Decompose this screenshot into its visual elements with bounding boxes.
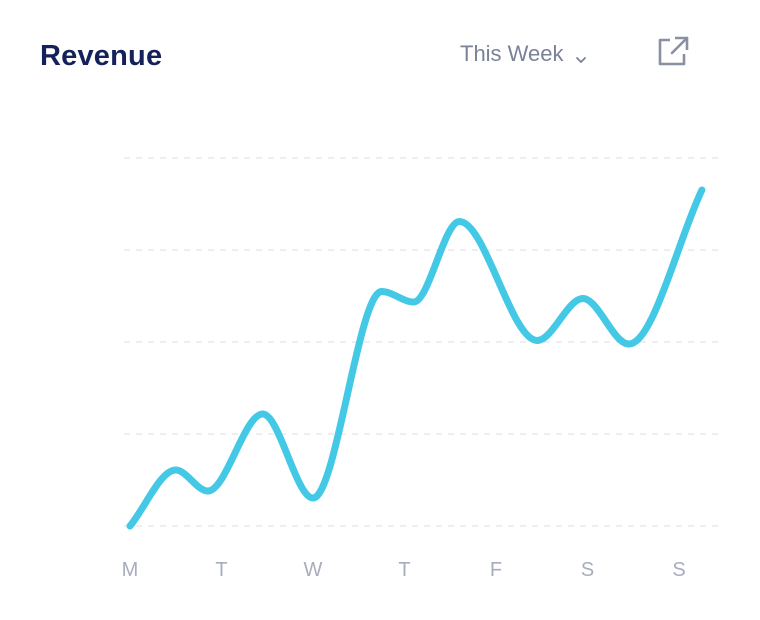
period-dropdown[interactable]: This Week: [460, 41, 588, 67]
chevron-down-icon: [574, 47, 588, 63]
x-tick-label-6: S: [672, 559, 685, 581]
x-tick-label-4: F: [490, 559, 502, 581]
card-title: Revenue: [40, 40, 163, 72]
x-tick-label-5: S: [581, 559, 594, 581]
x-tick-label-1: T: [215, 559, 227, 581]
period-label: This Week: [460, 41, 564, 66]
external-link-icon[interactable]: [656, 34, 690, 68]
revenue-series-line-0: [126, 186, 706, 530]
x-tick-label-2: W: [304, 559, 323, 581]
x-tick-label-0: M: [122, 559, 139, 581]
x-tick-label-3: T: [398, 559, 410, 581]
